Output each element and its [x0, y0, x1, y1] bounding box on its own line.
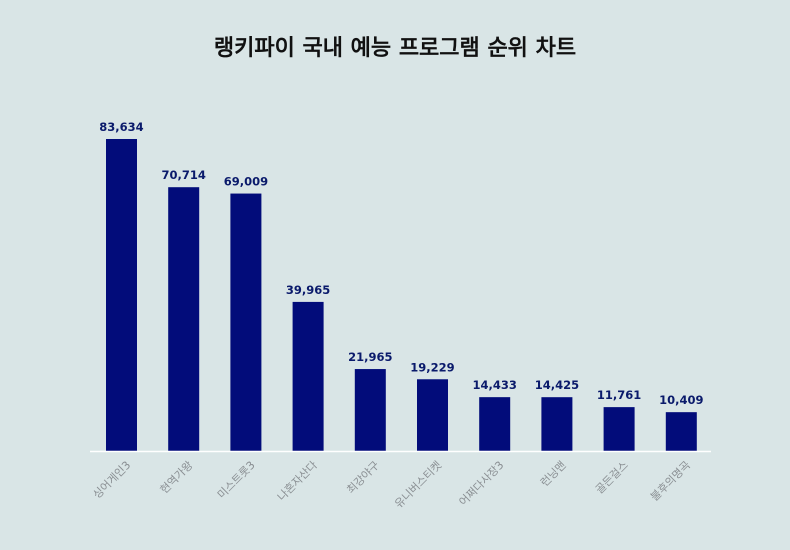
value-label: 11,761: [597, 388, 641, 402]
bar-9: [603, 407, 635, 451]
category-label: 현역가왕: [158, 459, 196, 497]
value-label: 14,425: [535, 378, 579, 392]
category-label: 골든걸스: [593, 459, 631, 497]
category-label: 나혼자산다: [275, 459, 320, 504]
category-label: 최강야구: [344, 459, 382, 497]
bar-10: [665, 412, 697, 451]
bar-8: [541, 397, 573, 451]
bar-1: [106, 139, 137, 451]
category-label: 어쩌다사장3: [457, 459, 507, 509]
category-label: 런닝맨: [538, 459, 569, 490]
bar-5: [354, 369, 386, 451]
category-label: 유니버스티켓: [392, 459, 444, 511]
chart-title: 랭키파이 국내 예능 프로그램 순위 차트: [213, 36, 577, 61]
value-label: 70,714: [162, 168, 206, 182]
category-label: 싱어게인3: [91, 459, 134, 502]
value-label: 21,965: [348, 350, 392, 364]
value-label: 69,009: [224, 175, 268, 189]
category-label: 불후의명곡: [648, 459, 693, 504]
bar-4: [292, 301, 324, 451]
value-label: 83,634: [99, 120, 143, 134]
value-label: 14,433: [473, 378, 517, 392]
bar-3: [230, 193, 262, 451]
value-label: 19,229: [410, 360, 454, 374]
bar-7: [479, 397, 511, 451]
category-label: 미스트롯3: [215, 459, 258, 502]
value-label: 39,965: [286, 283, 330, 297]
bar-6: [417, 379, 448, 451]
value-label: 10,409: [659, 393, 703, 407]
bar-2: [168, 187, 200, 451]
